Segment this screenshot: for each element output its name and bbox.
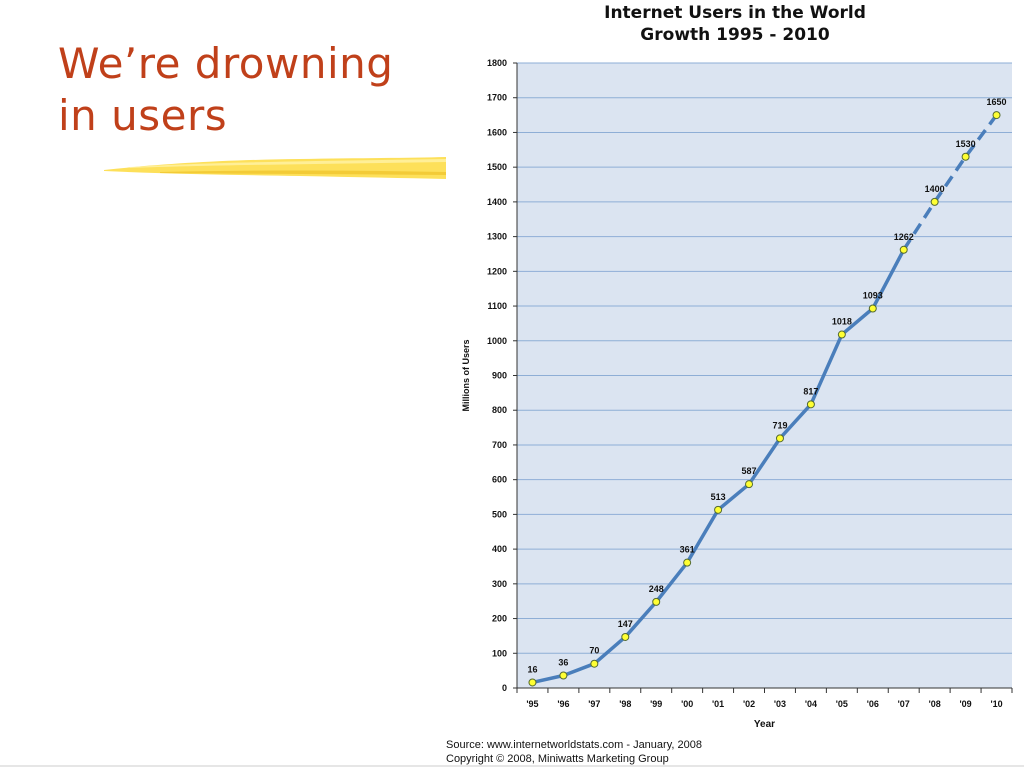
data-point [775,434,784,443]
chart-subtitle: Growth 1995 - 2010 [640,25,830,45]
data-label: 1262 [894,232,914,242]
data-point [899,245,908,254]
footer-divider [0,765,1024,767]
y-tick-label: 700 [492,440,507,450]
y-tick-label: 1400 [487,197,507,207]
data-label: 1530 [956,139,976,149]
axes [513,62,1013,693]
slide-title-line-2: in users [58,91,228,140]
x-tick-label: '07 [898,699,910,709]
x-tick-label: '05 [836,699,848,709]
chart-title: Internet Users in the World [604,3,866,23]
y-tick-label: 900 [492,371,507,381]
y-tick-label: 1100 [487,301,507,311]
data-point [683,558,692,567]
data-point [868,304,877,313]
data-label: 817 [803,386,818,396]
data-point [528,678,537,687]
x-tick-label: '10 [990,699,1002,709]
x-axis-label: Year [754,719,775,730]
y-tick-label: 500 [492,509,507,519]
data-label: 1400 [925,184,945,194]
data-label: 719 [772,420,787,430]
data-label: 513 [711,492,726,502]
slide-title-line-1: We’re drowning [58,39,394,88]
y-tick-label: 800 [492,405,507,415]
data-point [559,671,568,680]
data-point [992,111,1001,120]
slide-title: We’re drowning in users [58,38,418,142]
y-tick-label: 1000 [487,336,507,346]
y-tick-labels: 0 100 200 300 400 500 600 700 800 900 1000 1100 1200… [487,58,507,693]
data-point [806,400,815,409]
data-point [621,632,630,641]
y-tick-label: 1200 [487,266,507,276]
data-point [590,659,599,668]
y-tick-label: 400 [492,544,507,554]
data-point [745,480,754,489]
data-label: 587 [742,466,757,476]
y-tick-label: 1300 [487,232,507,242]
x-tick-label: '08 [929,699,941,709]
x-tick-label: '01 [712,699,724,709]
source-line-2: Copyright © 2008, Miniwatts Marketing Gr… [446,753,669,765]
x-tick-label: '99 [650,699,662,709]
data-point [837,330,846,339]
data-point [652,597,661,606]
x-tick-label: '00 [681,699,693,709]
gridlines [517,62,1012,654]
x-tick-label: '04 [805,699,817,709]
source-line-1: Source: www.internetworldstats.com - Jan… [446,739,702,751]
y-axis-label: Millions of Users [461,339,471,411]
x-tick-label: '96 [557,699,569,709]
source-note: Source: www.internetworldstats.com - Jan… [446,738,702,766]
y-tick-label: 100 [492,648,507,658]
data-label: 1018 [832,317,852,327]
series-line-dashed [902,114,998,251]
x-tick-label: '97 [588,699,600,709]
data-label: 70 [589,646,599,656]
y-tick-label: 1800 [487,58,507,68]
data-point [961,152,970,161]
y-tick-label: 300 [492,579,507,589]
y-tick-label: 200 [492,614,507,624]
data-label: 1093 [863,290,883,300]
x-tick-label: '03 [774,699,786,709]
y-tick-label: 1600 [487,127,507,137]
x-tick-labels: '95 '96 '97 '98 '99 '00 '01 '02 '03 '04 '05 '06 '07 '… [526,699,1002,709]
data-points [528,111,1001,687]
data-point [930,197,939,206]
x-tick-label: '02 [743,699,755,709]
line-chart: 0 100 200 300 400 500 600 700 800 900 1000 1100 1200… [461,58,1013,730]
y-tick-label: 0 [502,683,507,693]
y-tick-label: 1500 [487,162,507,172]
y-tick-label: 1700 [487,93,507,103]
y-tick-label: 600 [492,475,507,485]
highlighter-stroke [104,157,446,179]
x-tick-label: '06 [867,699,879,709]
x-tick-label: '95 [526,699,538,709]
data-label: 361 [680,545,695,555]
data-label: 36 [558,658,568,668]
data-label: 248 [649,584,664,594]
x-tick-label: '98 [619,699,631,709]
x-tick-label: '09 [960,699,972,709]
chart-title-block: Internet Users in the World Growth 1995 … [540,2,930,46]
data-labels: 16 36 70 147 248 361 513 587 719 817 1018 1093 1262 1… [527,97,1006,674]
data-label: 16 [527,664,537,674]
data-label: 1650 [987,97,1007,107]
data-label: 147 [618,619,633,629]
data-point [714,505,723,514]
